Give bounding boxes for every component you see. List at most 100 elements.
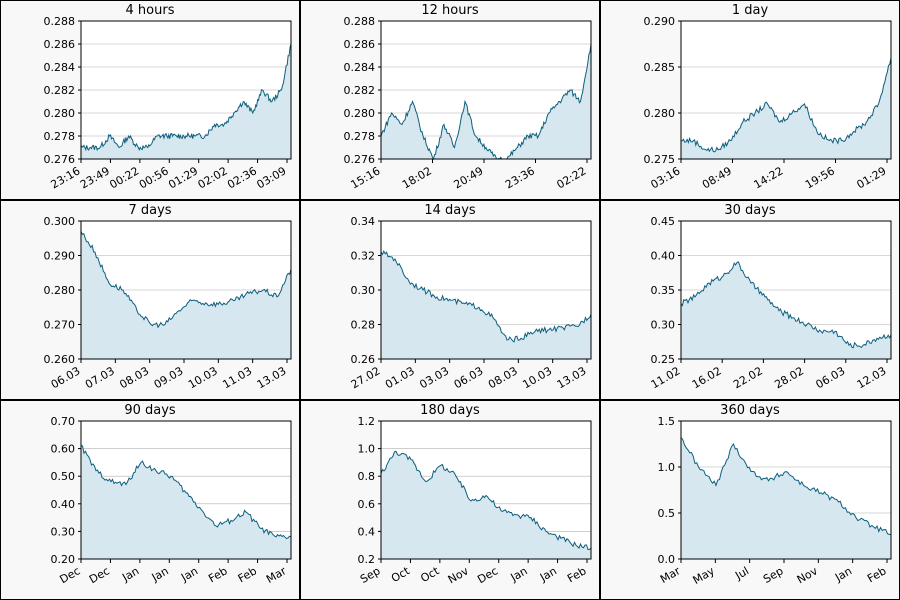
x-tick-label: Oct [418, 564, 442, 585]
x-tick-label: 13.03 [555, 364, 589, 391]
y-tick-label: 0.280 [344, 107, 376, 120]
x-tick-label: Feb [565, 564, 588, 585]
chart-panel: 12 hours 0.276 0.278 0.280 0.282 0.284 0.286 0.… [300, 0, 600, 200]
y-tick-label: 0.288 [44, 15, 76, 28]
series-line [80, 43, 292, 152]
y-tick-label: 0.286 [44, 38, 76, 51]
y-tick-label: 0.286 [344, 38, 376, 51]
x-tick-label: 15:16 [349, 164, 383, 191]
plot-frame [80, 220, 292, 360]
series-area [81, 231, 291, 359]
y-tick-label: 0.40 [51, 498, 76, 511]
y-tick-label: 1.0 [658, 461, 676, 474]
y-tick-label: 0.280 [644, 107, 676, 120]
x-tick-label: 14:22 [752, 164, 786, 191]
chart-title: 7 days [128, 203, 172, 218]
series-area [381, 251, 591, 359]
y-tick-label: 1.5 [658, 415, 676, 428]
x-tick-label: Feb [236, 564, 259, 585]
x-tick-label: 01:29 [166, 164, 200, 191]
chart-svg: 0.276 0.278 0.280 0.282 0.284 0.286 0.288 23:16… [44, 15, 292, 191]
y-tick-label: 0.0 [658, 553, 676, 566]
y-tick-label: 0.280 [44, 107, 76, 120]
series-area [381, 44, 591, 159]
chart-panel: 7 days 0.260 0.270 0.280 0.290 0.300 06.03 07.0… [0, 200, 300, 400]
series-line [680, 437, 892, 536]
series-line [80, 445, 292, 540]
chart-svg: 0.0 0.5 1.0 1.5 Mar May Jul Sep Nov Jan Feb [658, 415, 892, 587]
y-tick-label: 0.45 [651, 215, 676, 228]
y-tick-label: 0.30 [351, 284, 376, 297]
chart-panel: 14 days 0.26 0.28 0.30 0.32 0.34 27.02 01.03 03.… [300, 200, 600, 400]
x-tick-label: Oct [389, 564, 413, 585]
x-tick-label: 27.02 [349, 364, 383, 391]
x-tick-label: Jan [178, 564, 200, 584]
y-tick-label: 0.278 [44, 130, 76, 143]
y-tick-label: 0.34 [351, 215, 376, 228]
y-tick-label: 0.32 [351, 250, 376, 263]
chart-svg: 0.275 0.280 0.285 0.290 03:16 08:49 14:22 19:56… [644, 15, 892, 191]
x-tick-label: 08.03 [486, 364, 520, 391]
x-tick-label: 06.03 [452, 364, 486, 391]
y-tick-label: 0.40 [651, 250, 676, 263]
y-tick-label: 0.2 [358, 553, 376, 566]
x-tick-label: 03.03 [417, 364, 451, 391]
x-tick-label: 23:49 [78, 164, 112, 191]
series-area [681, 261, 891, 359]
y-tick-label: 0.5 [658, 507, 676, 520]
y-tick-label: 0.6 [358, 498, 376, 511]
x-tick-label: 10.03 [186, 364, 220, 391]
chart-title: 30 days [724, 203, 776, 218]
x-tick-label: 23:16 [49, 164, 83, 191]
y-tick-label: 0.20 [51, 553, 76, 566]
series-line [80, 231, 292, 329]
x-tick-label: 01:29 [855, 164, 889, 191]
y-tick-label: 0.280 [44, 284, 76, 297]
x-tick-label: 08.03 [117, 364, 151, 391]
chart-title: 14 days [424, 203, 476, 218]
x-tick-label: Jul [732, 564, 751, 582]
x-tick-label: Jan [119, 564, 141, 584]
y-tick-label: 0.70 [51, 415, 76, 428]
series-area [81, 44, 291, 159]
x-tick-label: 11.03 [220, 364, 254, 391]
y-tick-label: 1.0 [358, 443, 376, 456]
x-tick-label: Feb [206, 564, 229, 585]
x-tick-label: 10.03 [520, 364, 554, 391]
series-area [681, 437, 891, 559]
y-tick-label: 0.4 [358, 525, 376, 538]
x-tick-label: 06.03 [814, 364, 848, 391]
y-tick-label: 0.288 [344, 15, 376, 28]
y-tick-label: 0.8 [358, 470, 376, 483]
x-tick-label: 03:09 [255, 164, 289, 191]
x-tick-label: 08:49 [700, 164, 734, 191]
plot-frame [380, 420, 592, 560]
y-tick-label: 0.50 [51, 470, 76, 483]
chart-title: 4 hours [125, 3, 175, 18]
chart-svg: 0.276 0.278 0.280 0.282 0.284 0.286 0.288 15:16… [344, 15, 592, 191]
plot-frame [680, 220, 892, 360]
y-tick-label: 0.300 [44, 215, 76, 228]
x-tick-label: Dec [475, 564, 500, 586]
x-tick-label: Jan [149, 564, 171, 584]
x-tick-label: Jan [537, 564, 559, 584]
x-tick-label: 02:02 [196, 164, 230, 191]
x-tick-label: 22.02 [731, 364, 765, 391]
x-tick-label: 23:36 [503, 164, 537, 191]
x-tick-label: 00:56 [137, 164, 171, 191]
y-tick-label: 0.26 [351, 353, 376, 366]
plot-frame [680, 420, 892, 560]
y-tick-label: 0.30 [51, 525, 76, 538]
chart-title: 360 days [720, 403, 780, 418]
chart-panel: 4 hours 0.276 0.278 0.280 0.282 0.284 0.286 0.2… [0, 0, 300, 200]
x-tick-label: Nov [446, 564, 472, 586]
x-tick-label: 02:36 [225, 164, 259, 191]
x-tick-label: May [691, 564, 718, 587]
plot-frame [80, 20, 292, 160]
y-tick-label: 0.290 [644, 15, 676, 28]
y-tick-label: 0.275 [644, 153, 676, 166]
x-tick-label: 07.03 [83, 364, 117, 391]
x-tick-label: Dec [58, 564, 83, 586]
series-line [680, 261, 892, 349]
